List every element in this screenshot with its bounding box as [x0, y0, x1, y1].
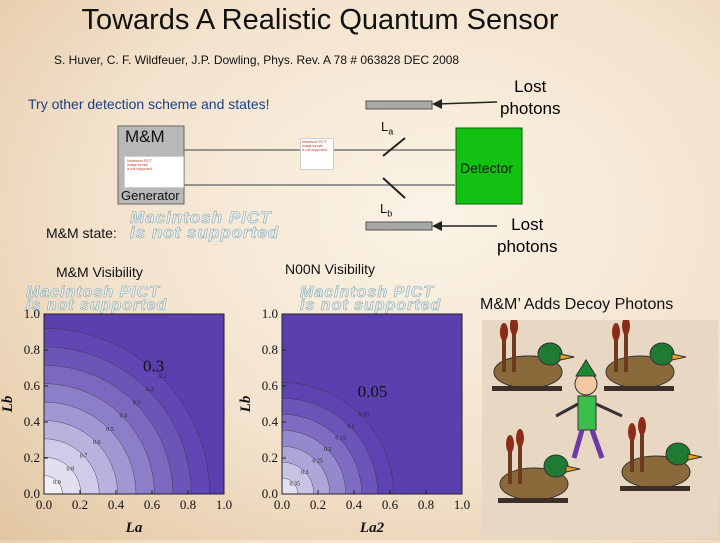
- y-tick-label: 0.4: [24, 414, 41, 429]
- mm-state-label: M&M state:: [46, 225, 117, 241]
- mm-label: M&M: [125, 127, 165, 146]
- x-axis-label: La: [125, 520, 143, 536]
- duck-icon-2: [603, 316, 687, 392]
- contour-label: 0.6: [93, 440, 101, 446]
- contour-label: 0.9: [53, 480, 61, 486]
- contour-label: 0.25: [312, 459, 323, 465]
- beamsplitter-b: [382, 177, 406, 199]
- contour-label: 0.2: [146, 387, 154, 393]
- x-tick-label: 0.4: [108, 497, 125, 512]
- lost-photon-plate-bottom: [365, 221, 433, 231]
- x-tick-label: 0.8: [180, 497, 196, 512]
- x-tick-label: 0.0: [274, 497, 290, 512]
- contour-label: 0.35: [289, 482, 300, 488]
- contour-label: 0.5: [106, 427, 114, 433]
- y-tick-label: 0.6: [24, 378, 41, 393]
- path-b-label: Lb: [380, 201, 393, 219]
- contour-label: 0.4: [119, 414, 127, 420]
- x-axis-label: La2: [359, 520, 385, 536]
- y-tick-label: 0.8: [262, 342, 278, 357]
- decoy-illustration: [482, 316, 718, 538]
- citation: S. Huver, C. F. Wildfeuer, J.P. Dowling,…: [54, 53, 460, 67]
- x-tick-label: 0.0: [36, 497, 52, 512]
- duck-icon-4: [619, 416, 703, 492]
- beamsplitter-a: [382, 137, 406, 157]
- contour-label: 0.1: [159, 374, 167, 380]
- y-tick-label: 0.0: [262, 486, 278, 501]
- pict-message-right: Macintosh PICT is not supported: [300, 284, 442, 314]
- pict-message-left: Macintosh PICT is not supported: [26, 284, 168, 314]
- y-tick-label: 0.2: [24, 450, 40, 465]
- lost-photons-top: Lost photons: [500, 77, 561, 118]
- noon-visibility-label: N00N Visibility: [285, 261, 375, 277]
- lost-photons-bottom: Lost photons: [497, 215, 558, 256]
- contour-label: 0.2: [324, 447, 332, 453]
- y-tick-label: 0.0: [24, 486, 40, 501]
- plot-frame: [43, 313, 225, 495]
- duck-icon-3: [497, 428, 581, 504]
- slide-title: Towards A Realistic Quantum Sensor: [81, 4, 559, 36]
- x-tick-label: 0.2: [310, 497, 326, 512]
- detector-label: Detector: [460, 160, 513, 176]
- lost-photon-plate-top: [365, 100, 433, 110]
- plot-annotation: 0.05: [358, 382, 388, 401]
- pict-placeholder-center: Macintosh PICT image format is not support…: [300, 138, 334, 170]
- y-tick-label: 0.4: [262, 414, 279, 429]
- noon-visibility-plot: 0.0 0.2 0.4 0.6 0.8 1.0 0.0 0.2 0.4 0.6 0.8 1.0 La2 L…: [238, 306, 470, 536]
- decoy-label: M&M’ Adds Decoy Photons: [480, 296, 674, 313]
- y-tick-label: 0.8: [24, 342, 40, 357]
- path-a-label: La: [381, 119, 394, 137]
- arrow-top-head: [432, 99, 442, 109]
- setup-diagram: [117, 99, 523, 231]
- y-tick-label: 1.0: [24, 306, 40, 321]
- decoy-ducks-drawing: [491, 316, 703, 504]
- elf-figure-icon: [555, 359, 623, 459]
- x-tick-label: 0.6: [144, 497, 161, 512]
- duck-icon-1: [491, 316, 575, 392]
- x-tick-label: 0.2: [72, 497, 88, 512]
- x-tick-label: 1.0: [216, 497, 232, 512]
- x-tick-label: 0.6: [382, 497, 399, 512]
- pict-placeholder-left: Macintosh PICT image format is not support…: [124, 156, 184, 188]
- y-axis-label: Lb: [0, 395, 16, 413]
- x-tick-label: 1.0: [454, 497, 470, 512]
- contour-label: 0.1: [347, 424, 355, 430]
- y-tick-label: 0.6: [262, 378, 279, 393]
- lead-text: Try other detection scheme and states!: [28, 96, 270, 112]
- contour-label: 0.05: [358, 413, 369, 419]
- mm-visibility-label: M&M Visibility: [56, 264, 143, 280]
- y-tick-label: 0.2: [262, 450, 278, 465]
- contour-label: 0.15: [335, 436, 346, 442]
- contour-label: 0.7: [80, 453, 88, 459]
- detector-box: [455, 127, 523, 205]
- arrow-bottom-head: [432, 221, 442, 231]
- generator-label: Generator: [121, 188, 180, 203]
- plot-frame: [281, 313, 463, 495]
- pict-message-state: Macintosh PICT is not supported: [130, 208, 280, 242]
- arrow-top-line: [435, 101, 498, 105]
- contour-label: 0.8: [66, 467, 74, 473]
- contour-label: 0.3: [301, 470, 309, 476]
- y-axis-label: Lb: [238, 395, 254, 413]
- x-tick-label: 0.4: [346, 497, 363, 512]
- contour-label: 0.3: [133, 400, 141, 406]
- mm-visibility-plot: 0.0 0.2 0.4 0.6 0.8 1.0 0.0 0.2 0.4 0.6 0.8 1.0 La Lb…: [0, 306, 232, 536]
- plot-annotation: 0.3: [143, 357, 164, 376]
- x-tick-label: 0.8: [418, 497, 434, 512]
- y-tick-label: 1.0: [262, 306, 278, 321]
